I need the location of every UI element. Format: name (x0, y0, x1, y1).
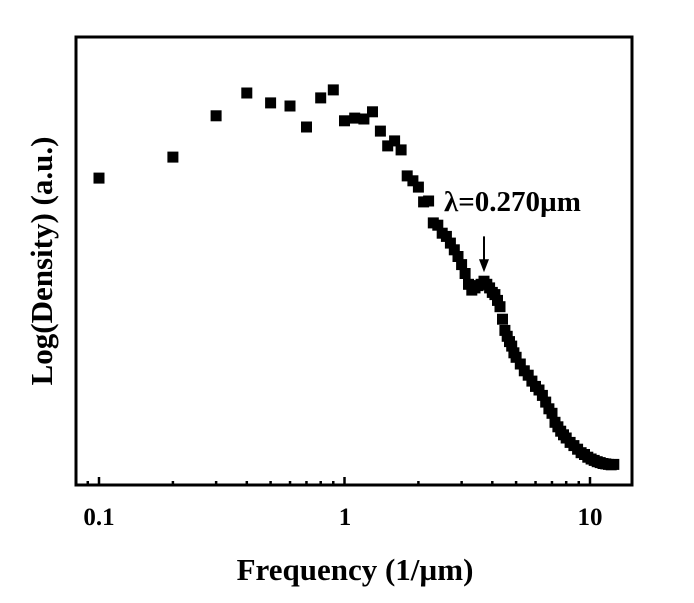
arrow-head-icon (478, 259, 489, 273)
data-point (506, 340, 518, 352)
data-point (497, 313, 508, 325)
data-point (327, 84, 339, 96)
x-tick-label-1: 1 (339, 504, 352, 531)
data-point (210, 110, 222, 122)
x-tick-label-0: 0.1 (83, 504, 114, 531)
data-point (494, 301, 506, 313)
data-point (432, 219, 444, 231)
data-point (423, 195, 435, 207)
data-point (444, 237, 456, 249)
data-point (499, 324, 511, 336)
data-point (358, 113, 370, 125)
data-point (339, 115, 350, 127)
data-point (265, 97, 277, 109)
data-point (522, 369, 534, 381)
data-point (448, 244, 460, 256)
data-point (463, 278, 474, 290)
data-point (315, 92, 327, 104)
data-point (608, 458, 620, 470)
wavelength-annotation: λ=0.270µm (444, 186, 581, 218)
annotation-arrow (478, 236, 489, 273)
data-point (374, 125, 386, 137)
data-point (301, 121, 312, 133)
data-point (167, 151, 179, 163)
data-point (407, 175, 419, 187)
data-point (536, 389, 548, 401)
x-axis-label: Frequency (1/µm) (237, 552, 474, 587)
data-point (349, 112, 361, 124)
data-point (489, 289, 501, 301)
y-axis-label: Log(Density) (a.u.) (24, 137, 59, 386)
data-point (241, 87, 253, 99)
data-point (459, 268, 471, 279)
x-tick-label-2: 10 (578, 504, 603, 531)
data-point (546, 407, 558, 419)
data-point (412, 181, 424, 193)
data-point (284, 100, 296, 112)
data-point (456, 259, 468, 271)
data-point (540, 396, 552, 408)
data-point (510, 351, 522, 363)
data-point (382, 140, 394, 152)
data-point (452, 251, 464, 262)
data-point (367, 106, 378, 118)
data-point (389, 135, 401, 147)
data-point (440, 230, 452, 242)
data-point (514, 358, 526, 370)
data-point (395, 144, 407, 156)
data-point (401, 170, 413, 182)
data-markers (93, 84, 620, 471)
data-point (93, 172, 105, 184)
plot-frame (74, 35, 634, 487)
data-point (492, 294, 503, 306)
